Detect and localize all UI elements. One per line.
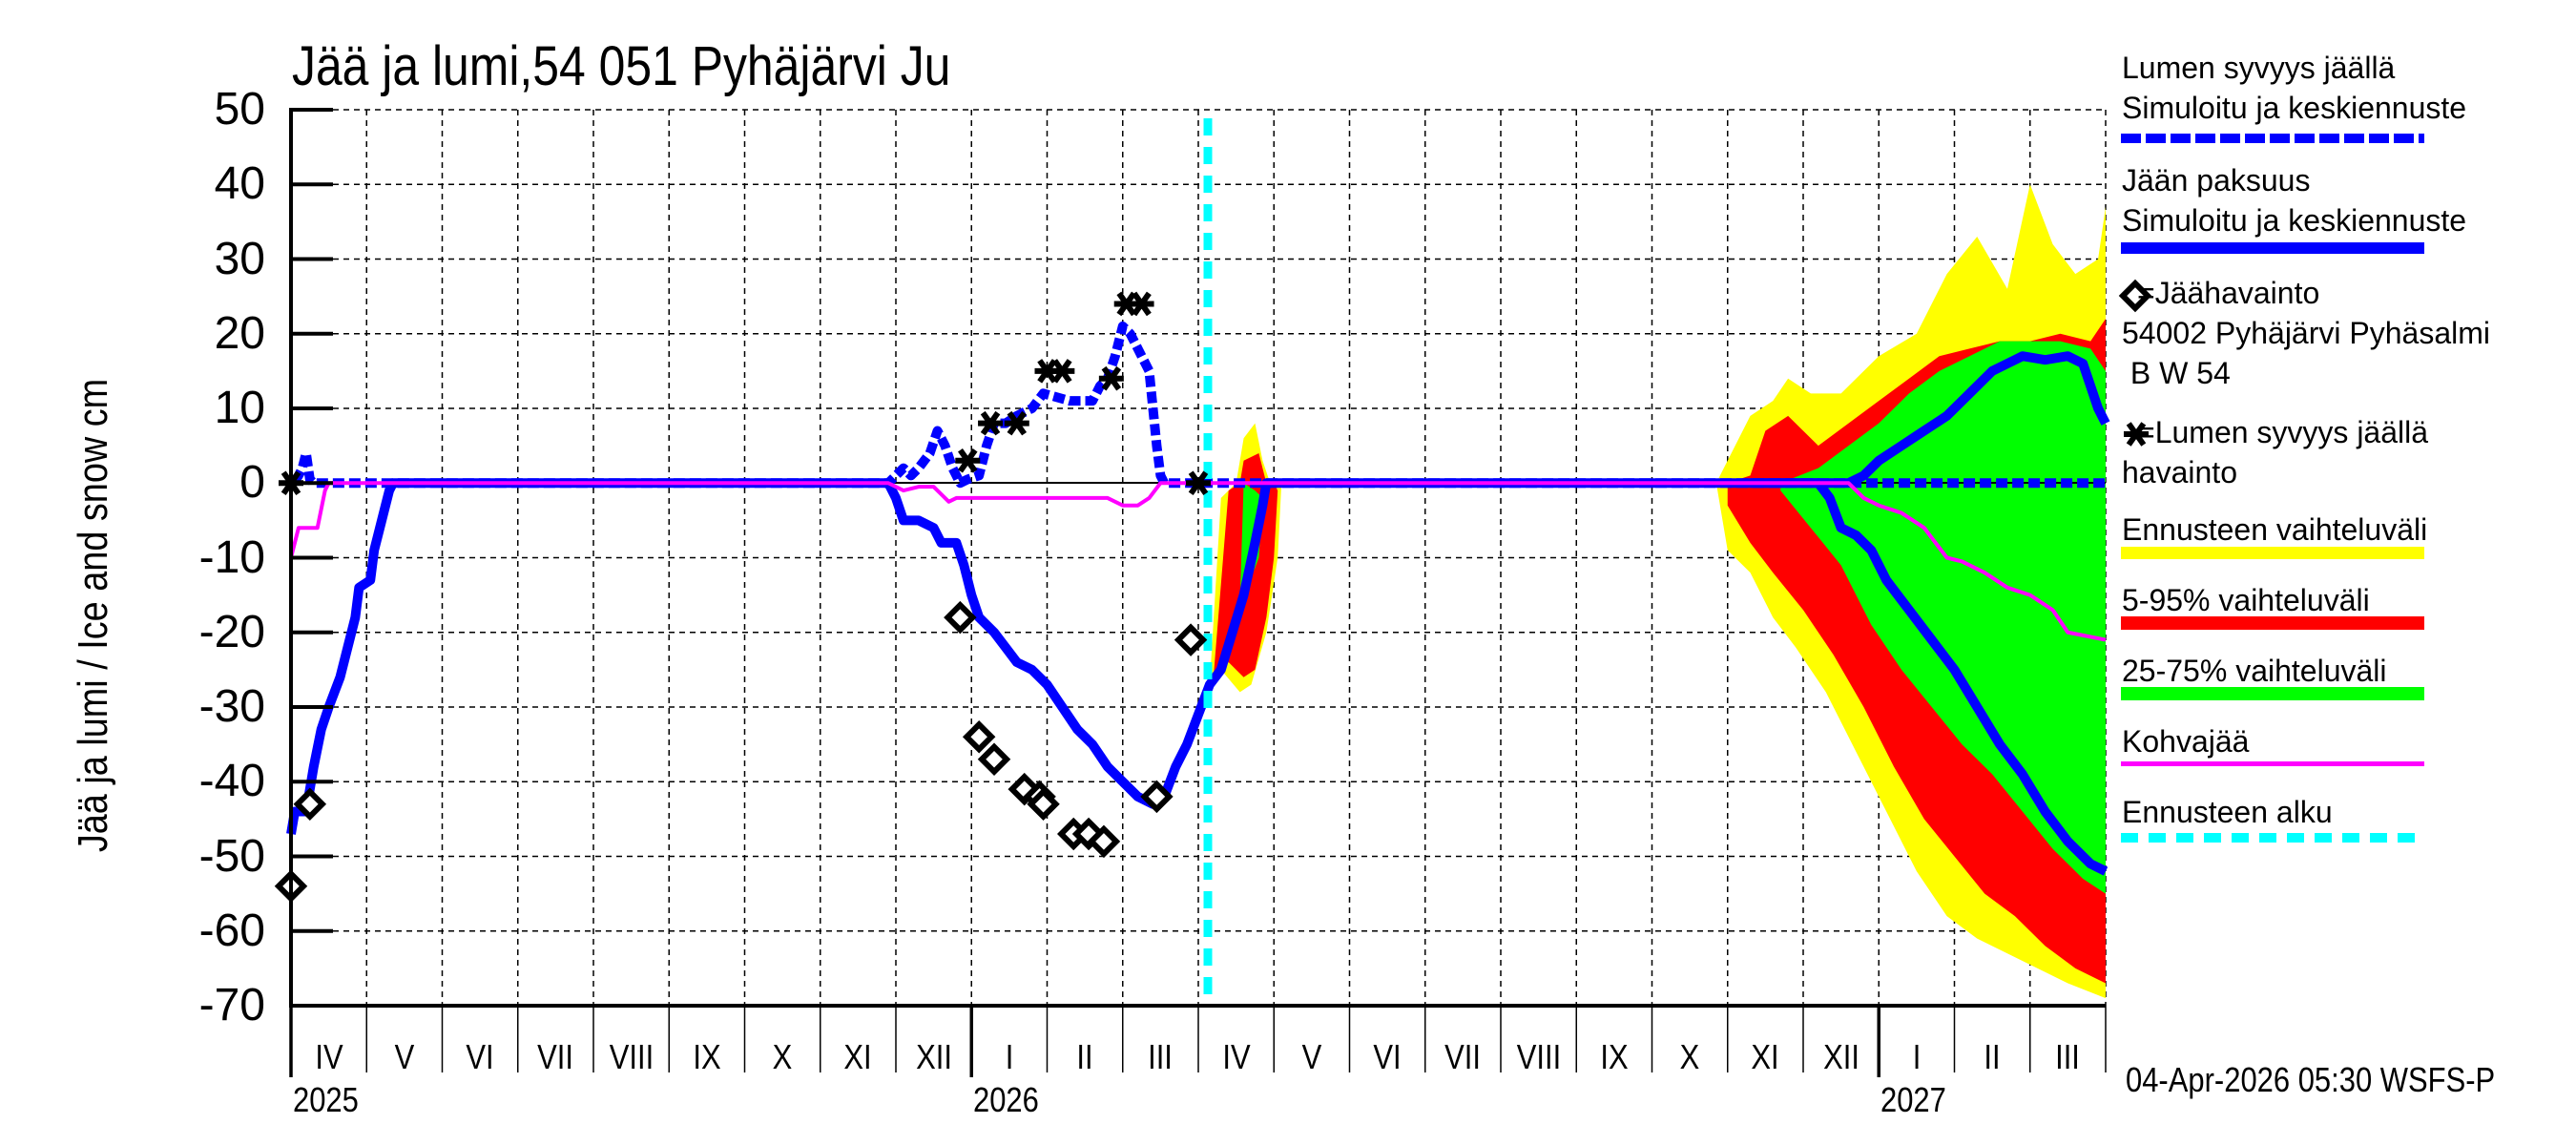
y-tick-label: -50 (198, 830, 265, 882)
legend-slush-swatch (2121, 761, 2424, 766)
y-tick-label: -70 (198, 980, 265, 1030)
ice-observation-diamond-icon (1140, 780, 1174, 814)
x-month-label: VI (1373, 1037, 1402, 1076)
x-month-label: IV (1221, 1037, 1251, 1076)
legend-snow-sim-sublabel: Simuloitu ja keskiennuste (2122, 91, 2467, 125)
x-month-label: VII (537, 1037, 574, 1076)
x-month-label: IV (314, 1037, 343, 1076)
x-month-label: X (772, 1037, 793, 1076)
legend-range-all-swatch (2121, 547, 2424, 559)
legend-range-5-95-swatch (2121, 616, 2424, 630)
snow-observation-asterisk-icon (1098, 365, 1124, 391)
ice-observation-diamond-icon (293, 787, 327, 821)
x-year-label: 2027 (1880, 1080, 1947, 1119)
y-tick-label: 20 (214, 307, 265, 359)
ice-observation-diamond-icon (1087, 824, 1121, 859)
snow-observation-asterisk-icon (955, 448, 981, 473)
y-tick-label: 10 (214, 383, 265, 433)
legend-ice-sim-sublabel: Simuloitu ja keskiennuste (2122, 203, 2467, 238)
ice-observation-diamond-icon (962, 720, 996, 754)
legend-ice-obs-station-code: B W 54 (2122, 356, 2231, 390)
x-month-label: XII (1822, 1037, 1859, 1076)
x-month-label: VIII (609, 1037, 654, 1076)
legend-range-25-75-label: 25-75% vaihteluväli (2122, 654, 2387, 688)
snow-observation-asterisk-icon (978, 410, 1004, 436)
y-tick-label: -60 (198, 905, 265, 956)
x-month-label: I (1005, 1037, 1014, 1076)
ice-observation-diamond-icon (944, 600, 977, 635)
x-year-label: 2026 (973, 1080, 1040, 1119)
x-month-label: IX (1600, 1037, 1629, 1076)
x-month-label: XI (1751, 1037, 1780, 1076)
legend-snow-sim-label: Lumen syvyys jäällä (2122, 51, 2396, 85)
ice-observation-diamond-icon (1174, 623, 1208, 656)
y-tick-label: -30 (198, 681, 265, 732)
x-month-label: IX (693, 1037, 721, 1076)
legend-range-all-label: Ennusteen vaihteluväli (2122, 512, 2428, 547)
snow-observation-asterisk-icon (1129, 291, 1154, 317)
snow-observation-asterisk-icon (1186, 470, 1211, 496)
y-axis-label: Jää ja lumi / Ice and snow cm (70, 378, 116, 853)
y-tick-label: 0 (239, 457, 265, 509)
y-tick-label: -40 (198, 756, 265, 807)
x-month-label: VIII (1516, 1037, 1561, 1076)
snow-observation-asterisk-icon (1004, 410, 1029, 436)
legend-slush-label: Kohvajää (2122, 724, 2250, 759)
x-month-label: VII (1444, 1037, 1482, 1076)
ice-thickness-line (286, 478, 2109, 876)
legend-symbols (2118, 134, 2424, 843)
y-tick-label: 40 (214, 158, 265, 210)
x-month-label: III (1148, 1037, 1174, 1076)
y-tick-label: -20 (198, 606, 265, 657)
legend-forecast-start-label: Ennusteen alku (2122, 795, 2333, 829)
slush-line (289, 481, 2107, 642)
chart-title: Jää ja lumi,54 051 Pyhäjärvi Ju (292, 35, 951, 97)
ice-observation-diamond-icon (977, 742, 1011, 777)
x-month-label: I (1912, 1037, 1922, 1076)
x-month-label: X (1679, 1037, 1700, 1076)
ice-thickness-line (1750, 351, 2110, 489)
x-month-label: II (1984, 1037, 2001, 1076)
x-month-label: XII (915, 1037, 952, 1076)
x-month-label: V (394, 1037, 415, 1076)
y-tick-label: 30 (214, 233, 265, 284)
y-tick-label: -10 (198, 531, 265, 583)
legend-ice-obs-station: 54002 Pyhäjärvi Pyhäsalmi (2122, 316, 2490, 350)
timestamp: 04-Apr-2026 05:30 WSFS-P (2126, 1060, 2496, 1099)
x-year-label: 2025 (293, 1080, 359, 1119)
x-month-label: V (1301, 1037, 1322, 1076)
ice-observation-diamond-icon (1027, 787, 1060, 821)
legend-asterisk-icon (2124, 422, 2149, 447)
legend-diamond-icon (2118, 279, 2152, 313)
x-month-label: II (1076, 1037, 1093, 1076)
x-month-label: XI (843, 1037, 873, 1076)
legend-snow-obs-label: =Lumen syvyys jäällä (2137, 415, 2429, 449)
snow-observation-asterisk-icon (1049, 359, 1075, 384)
legend-ice-sim-label: Jään paksuus (2122, 163, 2311, 198)
axes (289, 108, 2107, 1077)
legend-snow-obs-sublabel: havainto (2122, 455, 2237, 489)
legend-range-25-75-swatch (2121, 687, 2424, 700)
legend-range-5-95-label: 5-95% vaihteluväli (2122, 583, 2370, 617)
x-month-label: III (2055, 1037, 2081, 1076)
x-month-label: VI (466, 1037, 494, 1076)
legend-ice-obs-label: =Jäähavainto (2137, 276, 2320, 310)
y-tick-label: 50 (214, 84, 265, 135)
forecast-bands (1209, 184, 2106, 999)
